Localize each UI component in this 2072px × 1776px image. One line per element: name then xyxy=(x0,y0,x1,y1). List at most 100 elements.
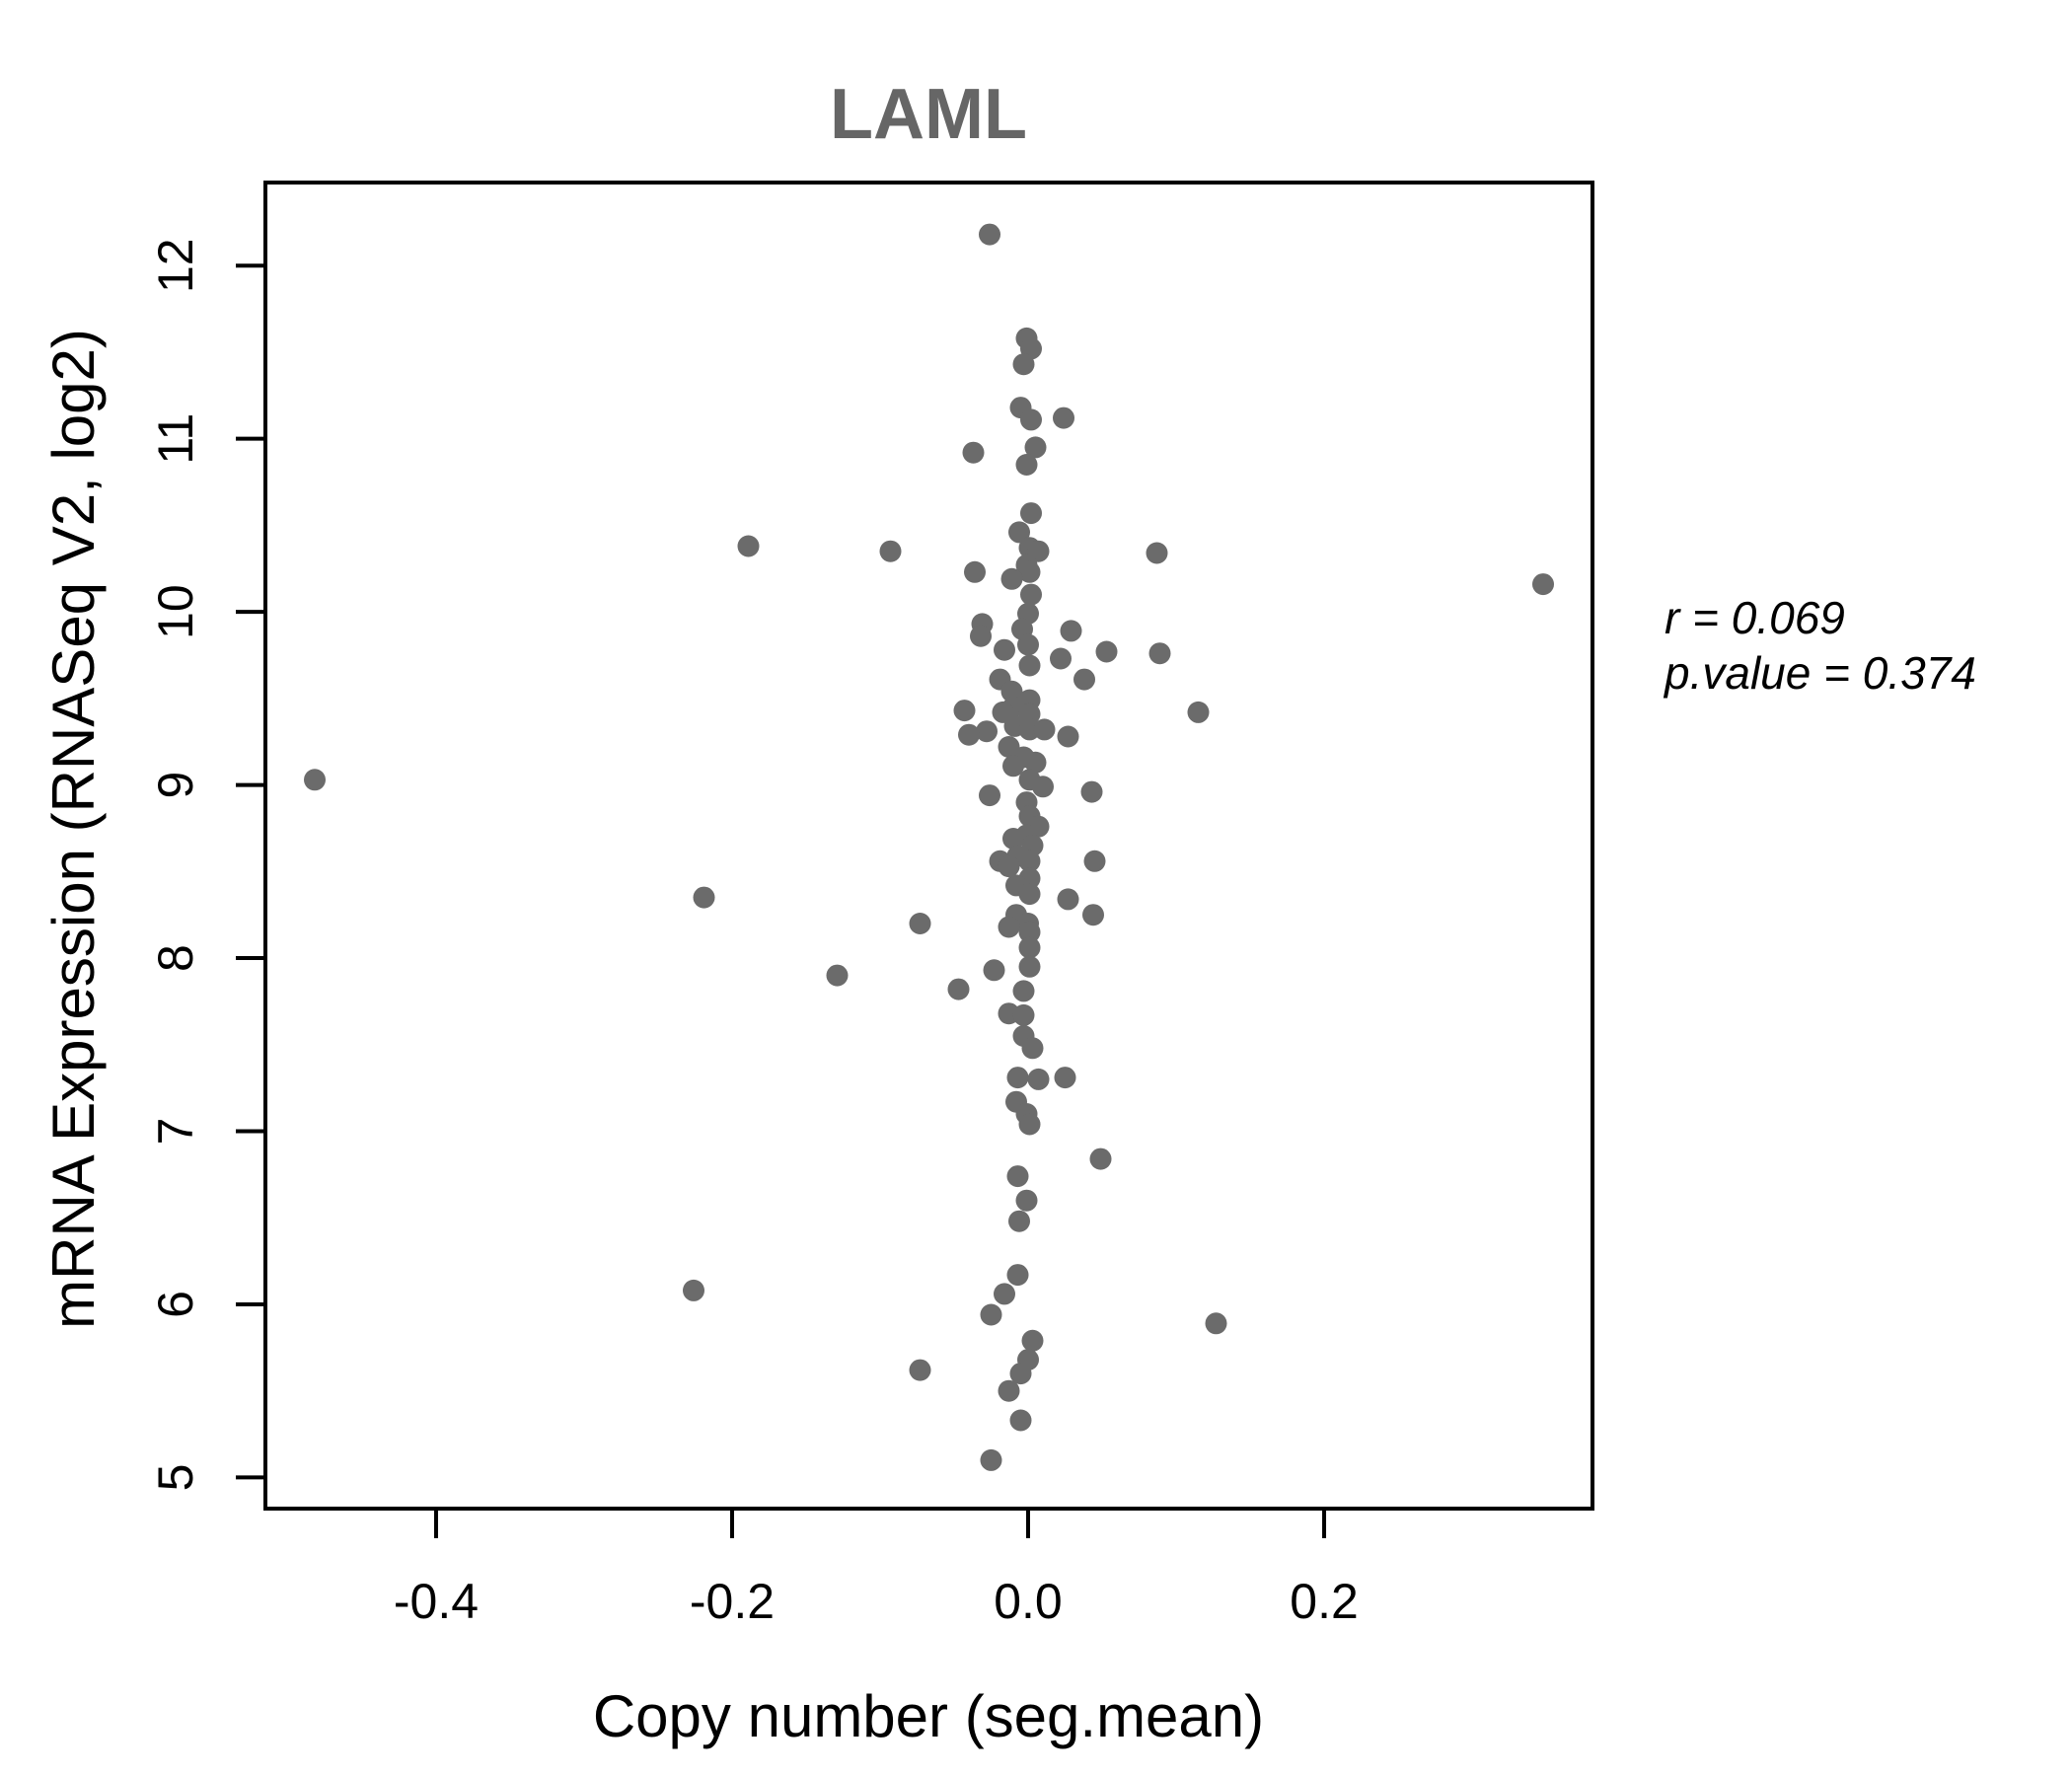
data-point xyxy=(1020,408,1042,431)
data-point xyxy=(1009,1409,1032,1432)
data-point xyxy=(909,1359,931,1381)
data-point xyxy=(976,720,998,743)
x-tick-label: 0.2 xyxy=(1290,1574,1359,1629)
data-point xyxy=(1148,642,1171,665)
data-point xyxy=(1015,1189,1038,1212)
data-point xyxy=(1002,828,1024,850)
y-tick-label: 5 xyxy=(148,1464,203,1492)
data-point xyxy=(1008,1210,1030,1232)
data-point xyxy=(980,1448,1002,1471)
data-point xyxy=(304,769,326,791)
data-point xyxy=(1000,567,1023,590)
x-axis-label: Copy number (seg.mean) xyxy=(593,1683,1264,1749)
data-point xyxy=(1024,436,1047,459)
data-point xyxy=(1018,955,1041,978)
y-tick-label: 11 xyxy=(148,413,203,465)
data-point xyxy=(1060,620,1082,642)
data-point xyxy=(1080,780,1103,803)
data-point xyxy=(1073,668,1095,691)
data-point xyxy=(1020,502,1042,525)
data-point xyxy=(1057,725,1079,748)
data-point xyxy=(962,441,985,464)
y-axis-ticks: 5 6 7 8 9 10 11 12 xyxy=(148,238,265,1491)
data-point xyxy=(737,535,760,557)
data-point xyxy=(1057,888,1079,911)
data-point xyxy=(1095,640,1118,663)
data-point xyxy=(953,700,976,722)
data-point xyxy=(979,784,1000,807)
data-point xyxy=(1018,883,1041,906)
data-point xyxy=(1532,573,1554,596)
data-point xyxy=(826,964,849,987)
data-point xyxy=(958,723,980,746)
data-point xyxy=(964,560,986,583)
data-point xyxy=(1018,560,1041,583)
x-axis-ticks: -0.4 -0.2 0.0 0.2 xyxy=(394,1509,1359,1629)
y-axis-label: mRNA Expression (RNASeq V2, log2) xyxy=(40,329,107,1329)
data-point xyxy=(1018,936,1041,959)
data-point xyxy=(1053,407,1074,429)
data-point xyxy=(1187,701,1210,723)
data-point xyxy=(1083,850,1106,872)
data-point xyxy=(1050,647,1072,670)
p-value-annotation: p.value = 0.374 xyxy=(1663,647,1976,699)
data-point xyxy=(994,1283,1015,1305)
x-tick-label: -0.4 xyxy=(394,1574,479,1629)
chart-title: LAML xyxy=(830,75,1027,154)
y-tick-label: 10 xyxy=(148,584,203,639)
data-point xyxy=(979,223,1000,246)
data-point xyxy=(994,638,1015,661)
data-point xyxy=(1018,1113,1041,1136)
data-point xyxy=(1027,1068,1050,1090)
data-point xyxy=(1017,633,1039,656)
data-point xyxy=(1002,755,1024,777)
x-tick-label: 0.0 xyxy=(994,1574,1063,1629)
data-point xyxy=(1012,353,1035,376)
data-point xyxy=(1006,1067,1029,1089)
data-point xyxy=(983,959,1005,982)
data-point xyxy=(909,913,931,934)
data-point xyxy=(1018,654,1041,677)
data-point xyxy=(1205,1312,1227,1335)
data-point xyxy=(1015,454,1038,476)
data-point xyxy=(980,1303,1002,1326)
data-point xyxy=(998,916,1020,938)
data-point xyxy=(1008,521,1030,544)
data-point xyxy=(1012,1003,1035,1026)
data-point xyxy=(1006,1264,1029,1287)
correlation-r-annotation: r = 0.069 xyxy=(1665,592,1845,643)
data-point xyxy=(1024,751,1047,774)
data-point xyxy=(1021,1037,1044,1060)
data-point xyxy=(693,886,715,909)
data-point xyxy=(1009,1363,1032,1385)
data-point xyxy=(1033,718,1056,741)
data-point xyxy=(1020,583,1042,606)
data-point xyxy=(1000,680,1023,703)
data-point xyxy=(1146,542,1168,564)
data-point xyxy=(1021,1329,1044,1352)
data-point xyxy=(1082,904,1104,926)
data-point xyxy=(1006,1165,1029,1188)
plot-border-box xyxy=(263,181,1594,1511)
y-tick-label: 6 xyxy=(148,1291,203,1318)
data-point xyxy=(1012,980,1035,1002)
y-tick-label: 8 xyxy=(148,944,203,972)
y-tick-label: 7 xyxy=(148,1118,203,1146)
data-point xyxy=(1018,921,1041,943)
data-point xyxy=(1054,1067,1076,1089)
data-point xyxy=(998,1379,1020,1402)
data-point xyxy=(970,625,992,647)
y-tick-label: 9 xyxy=(148,772,203,799)
data-point xyxy=(1032,776,1054,798)
data-point xyxy=(1089,1147,1112,1170)
data-point xyxy=(1018,850,1041,872)
scatter-points-group xyxy=(304,223,1554,1471)
data-point xyxy=(879,540,902,562)
data-point xyxy=(683,1279,704,1301)
data-point xyxy=(947,978,970,1000)
data-point xyxy=(1018,703,1041,725)
data-point xyxy=(998,855,1020,878)
y-tick-label: 12 xyxy=(148,238,203,293)
